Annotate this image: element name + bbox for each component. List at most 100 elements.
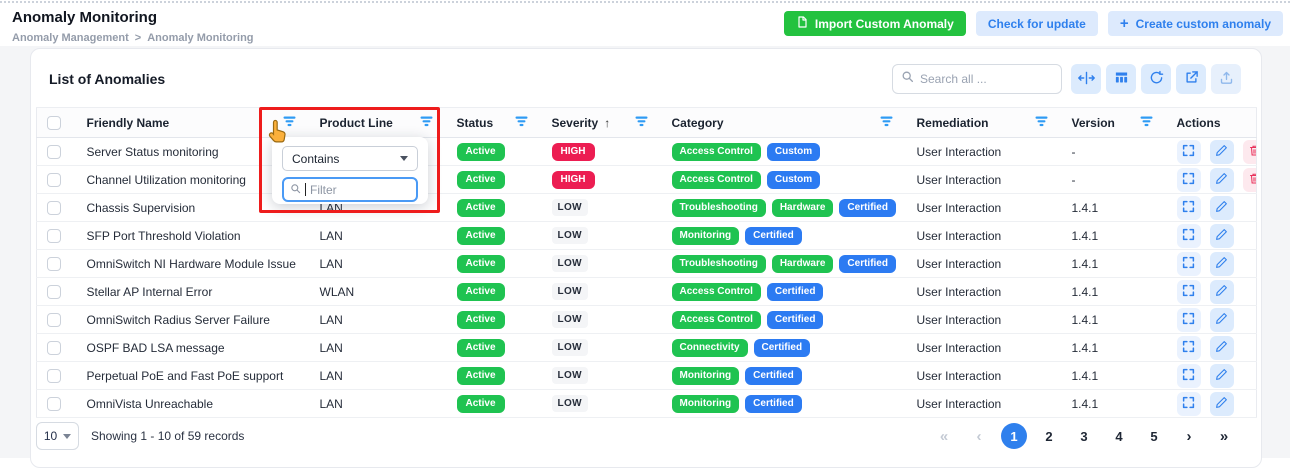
expand-icon bbox=[1182, 228, 1195, 244]
column-header-status[interactable]: Status bbox=[447, 108, 542, 138]
filter-icon[interactable] bbox=[515, 116, 528, 130]
expand-action-button[interactable] bbox=[1176, 391, 1201, 416]
column-header-severity[interactable]: Severity ↑ bbox=[542, 108, 662, 138]
next-page-button[interactable]: › bbox=[1186, 427, 1192, 445]
status-badge: Active bbox=[456, 254, 505, 273]
row-checkbox[interactable] bbox=[47, 396, 61, 411]
row-checkbox[interactable] bbox=[47, 340, 61, 355]
expand-action-button[interactable] bbox=[1176, 307, 1201, 332]
chevron-down-icon bbox=[63, 433, 72, 439]
filter-icon[interactable] bbox=[635, 116, 648, 130]
edit-action-button[interactable] bbox=[1209, 195, 1234, 220]
edit-pencil-icon bbox=[1215, 228, 1228, 244]
filter-icon[interactable] bbox=[283, 116, 296, 130]
cell-version: 1.4.1 bbox=[1071, 284, 1099, 299]
cell-remediation: User Interaction bbox=[916, 284, 1002, 299]
column-header-category[interactable]: Category bbox=[662, 108, 907, 138]
edit-action-button[interactable] bbox=[1209, 139, 1234, 164]
filter-icon[interactable] bbox=[420, 116, 433, 130]
status-badge: Active bbox=[456, 310, 505, 329]
edit-action-button[interactable] bbox=[1209, 167, 1234, 192]
filter-input[interactable] bbox=[310, 182, 410, 197]
row-checkbox[interactable] bbox=[47, 144, 61, 159]
page-button-3[interactable]: 3 bbox=[1080, 428, 1088, 444]
edit-action-button[interactable] bbox=[1209, 307, 1234, 332]
filter-operator-select[interactable]: Contains bbox=[282, 146, 418, 171]
create-custom-anomaly-button[interactable]: + Create custom anomaly bbox=[1107, 11, 1283, 36]
edit-action-button[interactable] bbox=[1209, 391, 1234, 416]
page-button-5[interactable]: 5 bbox=[1150, 428, 1158, 444]
trash-icon bbox=[1249, 172, 1257, 188]
row-checkbox[interactable] bbox=[47, 312, 61, 327]
sort-ascending-icon[interactable]: ↑ bbox=[604, 115, 611, 130]
expand-action-button[interactable] bbox=[1176, 335, 1201, 360]
edit-action-button[interactable] bbox=[1209, 279, 1234, 304]
edit-pencil-icon bbox=[1215, 396, 1228, 412]
severity-badge: LOW bbox=[551, 367, 589, 384]
page-button-2[interactable]: 2 bbox=[1045, 428, 1053, 444]
category-badge: Custom bbox=[766, 142, 821, 161]
category-badge: Certified bbox=[839, 254, 896, 273]
cell-version: 1.4.1 bbox=[1071, 200, 1099, 215]
first-page-button[interactable]: « bbox=[939, 427, 949, 445]
filter-icon[interactable] bbox=[880, 116, 893, 130]
refresh-button[interactable] bbox=[1141, 64, 1171, 94]
expand-action-button[interactable] bbox=[1176, 363, 1201, 388]
cell-actions bbox=[1167, 138, 1257, 166]
cell-remediation: User Interaction bbox=[916, 200, 1002, 215]
row-checkbox[interactable] bbox=[47, 172, 61, 187]
delete-action-button[interactable] bbox=[1242, 139, 1257, 164]
severity-badge: LOW bbox=[551, 199, 589, 216]
column-header-friendly-name[interactable]: Friendly Name bbox=[77, 108, 310, 138]
edit-action-button[interactable] bbox=[1209, 251, 1234, 276]
export-button[interactable] bbox=[1211, 64, 1241, 94]
row-checkbox[interactable] bbox=[47, 228, 61, 243]
expand-action-button[interactable] bbox=[1176, 195, 1201, 220]
expand-action-button[interactable] bbox=[1176, 279, 1201, 304]
column-header-version[interactable]: Version bbox=[1062, 108, 1167, 138]
fit-columns-button[interactable] bbox=[1071, 64, 1101, 94]
search-input[interactable] bbox=[920, 72, 1040, 86]
page-button-1[interactable]: 1 bbox=[1001, 423, 1027, 449]
page-size-select[interactable]: 10 bbox=[36, 422, 79, 450]
delete-action-button[interactable] bbox=[1242, 167, 1257, 192]
expand-action-button[interactable] bbox=[1176, 251, 1201, 276]
prev-page-button[interactable]: ‹ bbox=[976, 427, 982, 445]
expand-icon bbox=[1182, 340, 1195, 356]
severity-badge: LOW bbox=[551, 283, 589, 300]
pagination: « ‹ 1 2 3 4 5 › » bbox=[931, 423, 1237, 449]
cell-friendly-name: Perpetual PoE and Fast PoE support bbox=[86, 368, 284, 383]
expand-action-button[interactable] bbox=[1176, 223, 1201, 248]
category-badge: Custom bbox=[766, 170, 821, 189]
import-custom-anomaly-button[interactable]: Import Custom Anomaly bbox=[783, 11, 966, 36]
file-import-icon bbox=[796, 15, 808, 32]
expand-icon bbox=[1182, 200, 1195, 216]
edit-action-button[interactable] bbox=[1209, 223, 1234, 248]
row-checkbox[interactable] bbox=[47, 284, 61, 299]
edit-action-button[interactable] bbox=[1209, 363, 1234, 388]
expand-action-button[interactable] bbox=[1176, 139, 1201, 164]
filter-icon[interactable] bbox=[1140, 116, 1153, 130]
expand-action-button[interactable] bbox=[1176, 167, 1201, 192]
edit-action-button[interactable] bbox=[1209, 335, 1234, 360]
cell-version: 1.4.1 bbox=[1071, 368, 1099, 383]
last-page-button[interactable]: » bbox=[1219, 427, 1229, 445]
page-button-4[interactable]: 4 bbox=[1115, 428, 1123, 444]
check-for-update-button[interactable]: Check for update bbox=[975, 11, 1098, 36]
row-checkbox[interactable] bbox=[47, 368, 61, 383]
column-header-remediation[interactable]: Remediation bbox=[907, 108, 1062, 138]
category-badge: Access Control bbox=[671, 282, 761, 301]
cell-version: 1.4.1 bbox=[1071, 340, 1099, 355]
category-badge: Certified bbox=[766, 282, 824, 301]
row-checkbox[interactable] bbox=[47, 200, 61, 215]
select-all-checkbox[interactable] bbox=[47, 115, 61, 130]
column-header-product-line[interactable]: Product Line bbox=[310, 108, 447, 138]
export-icon bbox=[1219, 70, 1234, 88]
row-checkbox[interactable] bbox=[47, 256, 61, 271]
columns-button[interactable] bbox=[1106, 64, 1136, 94]
edit-pencil-icon bbox=[1215, 312, 1228, 328]
breadcrumb-parent[interactable]: Anomaly Management bbox=[12, 32, 129, 44]
open-external-button[interactable] bbox=[1176, 64, 1206, 94]
filter-icon[interactable] bbox=[1035, 116, 1048, 130]
search-icon bbox=[901, 70, 914, 88]
